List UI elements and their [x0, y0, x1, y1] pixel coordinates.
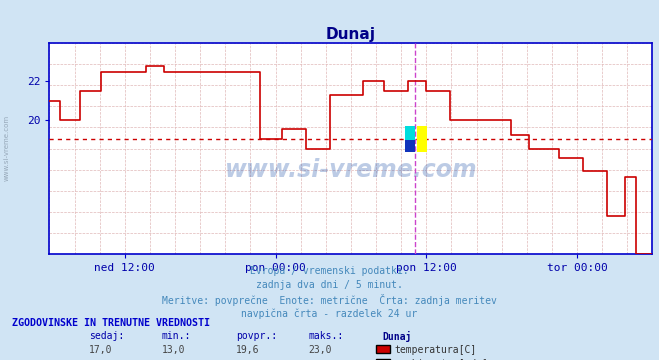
Text: ZGODOVINSKE IN TRENUTNE VREDNOSTI: ZGODOVINSKE IN TRENUTNE VREDNOSTI	[12, 318, 210, 328]
Text: temperatura[C]: temperatura[C]	[394, 345, 476, 355]
Text: navpična črta - razdelek 24 ur: navpična črta - razdelek 24 ur	[241, 309, 418, 319]
Bar	[405, 140, 415, 152]
Text: maks.:: maks.:	[308, 331, 343, 341]
Text: sedaj:: sedaj:	[89, 331, 124, 341]
Bar	[416, 126, 428, 152]
Text: sunki vetra[m/s]: sunki vetra[m/s]	[394, 359, 488, 360]
Text: Meritve: povprečne  Enote: metrične  Črta: zadnja meritev: Meritve: povprečne Enote: metrične Črta:…	[162, 294, 497, 306]
Text: 17,0: 17,0	[89, 345, 113, 355]
Title: Dunaj: Dunaj	[326, 27, 376, 42]
Text: 13,0: 13,0	[161, 345, 185, 355]
Text: -nan: -nan	[89, 359, 113, 360]
Text: povpr.:: povpr.:	[236, 331, 277, 341]
Text: zadnja dva dni / 5 minut.: zadnja dva dni / 5 minut.	[256, 280, 403, 290]
Text: min.:: min.:	[161, 331, 191, 341]
Bar	[405, 126, 415, 140]
Text: 19,6: 19,6	[236, 345, 260, 355]
Text: www.si-vreme.com: www.si-vreme.com	[225, 158, 477, 181]
Text: -nan: -nan	[236, 359, 260, 360]
Text: 23,0: 23,0	[308, 345, 332, 355]
Text: -nan: -nan	[308, 359, 332, 360]
Text: www.si-vreme.com: www.si-vreme.com	[3, 114, 10, 181]
Text: -nan: -nan	[161, 359, 185, 360]
Text: Evropa / vremenski podatki.: Evropa / vremenski podatki.	[250, 266, 409, 276]
Text: Dunaj: Dunaj	[382, 331, 412, 342]
